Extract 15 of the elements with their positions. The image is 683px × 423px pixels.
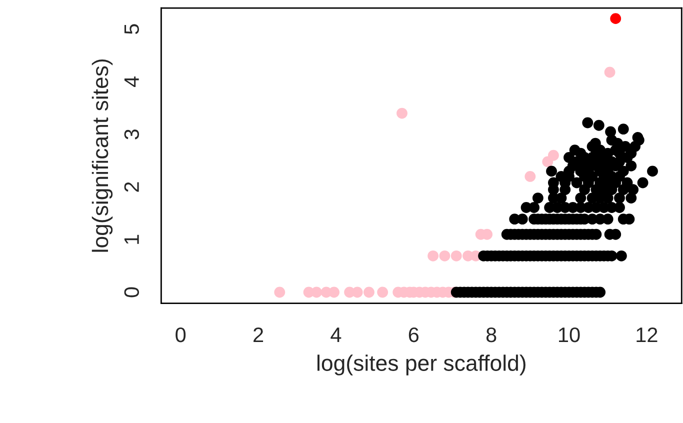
x-tick-label: 6 bbox=[408, 327, 419, 342]
x-tick-label: 0 bbox=[176, 327, 186, 342]
y-axis-title: log(significant sites) bbox=[92, 59, 113, 252]
y-tick-label: 4 bbox=[124, 76, 139, 88]
x-tick-label: 4 bbox=[330, 328, 342, 342]
y-tick-label: 1 bbox=[124, 234, 139, 244]
y-tick-label: 3 bbox=[124, 129, 140, 140]
x-tick-label: 8 bbox=[486, 327, 496, 342]
x-tick-label: 12 bbox=[636, 327, 658, 342]
x-tick-label: 2 bbox=[254, 327, 264, 342]
x-tick-label: 10 bbox=[559, 327, 580, 342]
x-axis-title: log(sites per scaffold) bbox=[318, 354, 526, 376]
y-tick-label: 5 bbox=[124, 24, 140, 34]
y-tick-label: 0 bbox=[124, 287, 140, 298]
y-tick-label: 2 bbox=[124, 182, 139, 192]
